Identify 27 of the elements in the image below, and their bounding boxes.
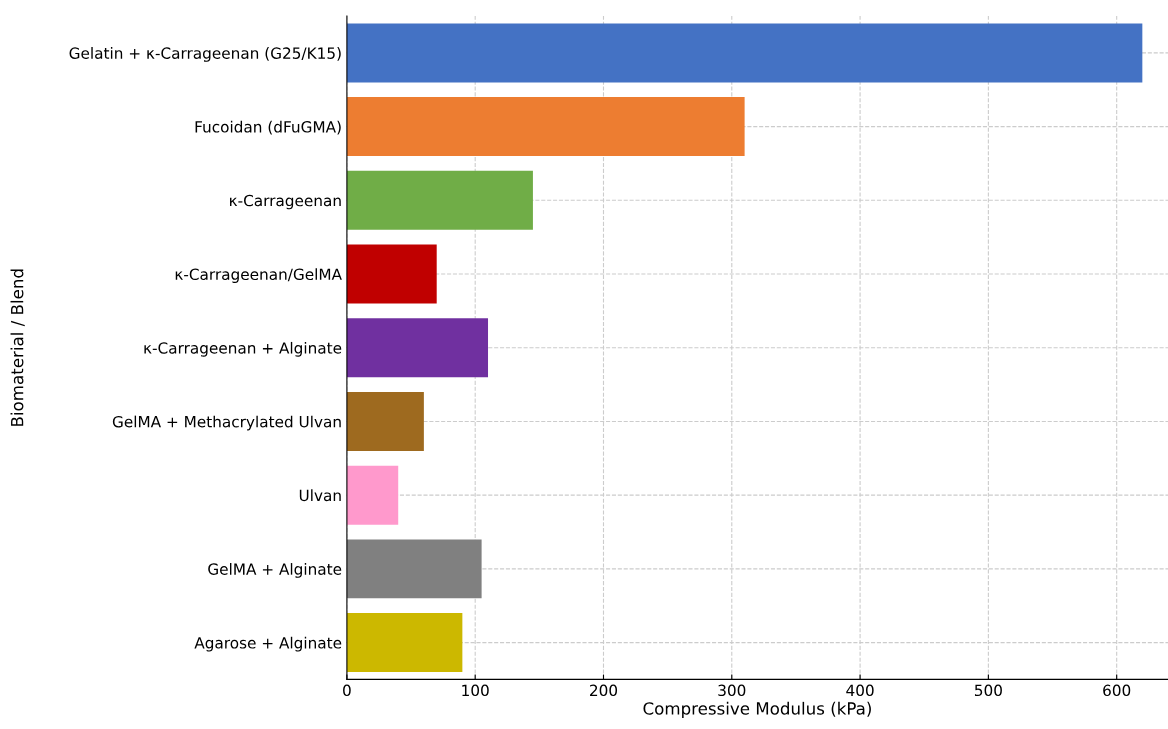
y-tick-label: Ulvan <box>299 489 341 502</box>
bar <box>346 23 1143 83</box>
bar <box>346 391 424 451</box>
x-tick-label: 600 <box>1103 684 1131 697</box>
y-tick-label: Fucoidan (dFuGMA) <box>195 120 341 135</box>
x-tick-label: 500 <box>974 684 1002 697</box>
y-tick-label: GelMA + Methacrylated Ulvan <box>112 415 341 431</box>
x-tick-label: 400 <box>846 684 874 697</box>
y-tick-label: κ-Carrageenan + Alginate <box>144 341 342 357</box>
y-tick-label: κ-Carrageenan/GelMA <box>175 268 342 283</box>
bar <box>346 318 489 378</box>
x-tick-label: 300 <box>718 684 746 697</box>
y-tick-label: κ-Carrageenan <box>230 194 341 210</box>
bar <box>346 170 533 230</box>
x-tick-label: 0 <box>343 684 351 697</box>
bar <box>346 97 745 157</box>
bar <box>346 539 482 599</box>
x-tick-label: 200 <box>590 684 618 697</box>
y-tick-label: Gelatin + κ-Carrageenan (G25/K15) <box>69 47 341 62</box>
bar <box>346 465 399 525</box>
bar <box>346 244 437 304</box>
x-axis-title: Compressive Modulus (kPa) <box>643 701 871 718</box>
bar <box>346 613 463 673</box>
y-tick-label: Agarose + Alginate <box>194 636 342 652</box>
y-tick-label: GelMA + Alginate <box>208 563 342 578</box>
x-tick-label: 100 <box>462 684 489 697</box>
y-axis-title: Biomaterial / Blend <box>10 269 25 426</box>
